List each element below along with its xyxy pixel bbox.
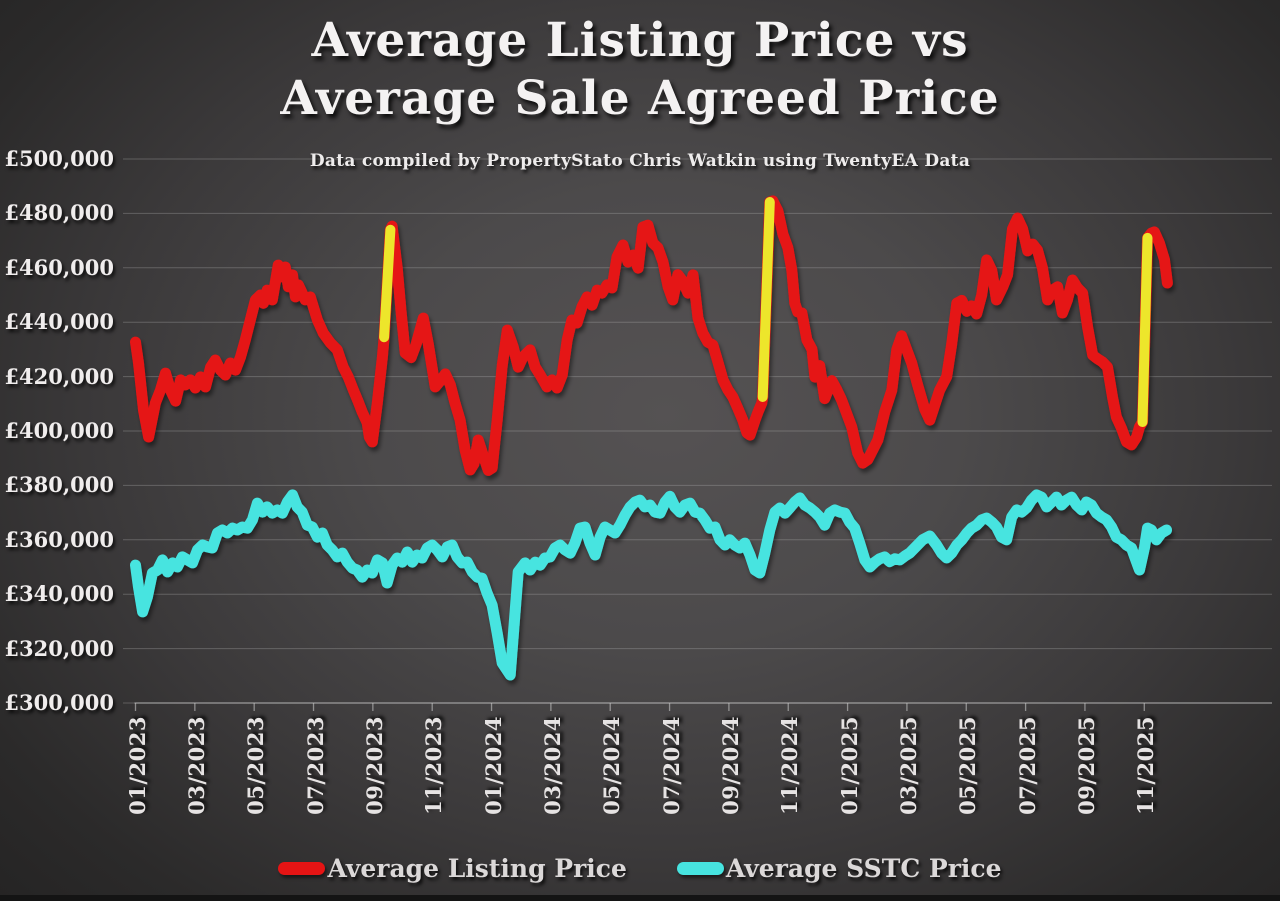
y-axis-label: £420,000 (4, 363, 114, 389)
y-axis-label: £400,000 (4, 418, 114, 443)
y-axis-label: £320,000 (4, 635, 114, 661)
x-axis-label: 11/2025 (1133, 716, 1159, 815)
x-axis-label: 07/2023 (302, 716, 328, 815)
chart-subtitle: Data compiled by PropertyStato Chris Wat… (309, 151, 971, 171)
x-axis-label: 11/2023 (421, 716, 447, 815)
x-axis-label: 05/2025 (955, 716, 981, 815)
y-axis-label: £380,000 (4, 472, 114, 498)
x-axis-label: 09/2025 (1073, 716, 1099, 815)
x-axis-label: 07/2024 (658, 716, 684, 815)
bottom-edge-strip (0, 895, 1280, 901)
chart-title: Average Listing Price vs Average Sale Ag… (0, 12, 1280, 128)
y-axis-label: £440,000 (4, 309, 114, 335)
x-axis-label: 03/2024 (539, 716, 565, 815)
september-jump-highlight (757, 197, 775, 402)
x-axis-label: 07/2025 (1014, 716, 1040, 815)
legend-label-listing-price: Average Listing Price (327, 854, 627, 883)
x-axis-label: 01/2023 (124, 716, 150, 815)
y-axis-label: £500,000 (4, 146, 114, 171)
y-axis-label: £300,000 (4, 690, 114, 715)
legend-swatch-listing-price (278, 862, 326, 875)
x-axis-label: 09/2023 (361, 716, 387, 815)
legend-item-listing-price: Average Listing Price (278, 854, 627, 883)
chart-legend: Average Listing Price Average SSTC Price (0, 854, 1280, 883)
x-axis-label: 05/2024 (599, 716, 625, 815)
chart-title-line1: Average Listing Price vs (311, 13, 969, 68)
x-axis-label: 09/2024 (717, 716, 743, 815)
gridlines (123, 158, 1272, 704)
y-axis-label: £360,000 (4, 526, 114, 552)
x-axis-label: 03/2025 (895, 716, 921, 815)
y-axis-label: £340,000 (4, 581, 114, 607)
x-axis-label: 05/2023 (243, 716, 269, 815)
x-axis-label: 11/2024 (777, 716, 803, 815)
legend-label-sstc-price: Average SSTC Price (725, 854, 1002, 883)
september-jump-highlight (379, 224, 396, 343)
x-axis-label: 03/2023 (183, 716, 209, 815)
chart-title-line2: Average Sale Agreed Price (280, 71, 1000, 126)
september-jump-highlight (1137, 232, 1153, 427)
average-sstc-price-line (130, 489, 1172, 681)
legend-item-sstc-price: Average SSTC Price (676, 854, 1002, 883)
y-axis-label: £460,000 (4, 254, 114, 280)
legend-swatch-sstc-price (676, 862, 724, 875)
x-axis (134, 702, 1272, 711)
x-axis-label: 01/2025 (836, 716, 862, 815)
y-axis-label: £480,000 (4, 200, 114, 226)
x-axis-label: 01/2024 (480, 716, 506, 815)
average-listing-price-line (130, 195, 1173, 476)
